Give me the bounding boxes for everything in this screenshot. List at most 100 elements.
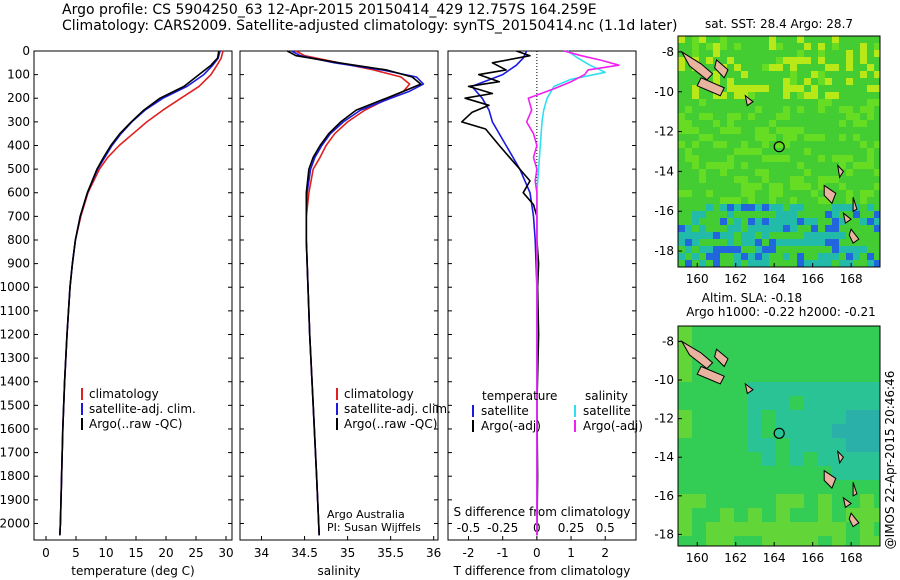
sst-map-cell (692, 92, 699, 99)
sla-map-field (678, 326, 880, 546)
sst-map-cell (846, 64, 853, 71)
sst-map-cell (804, 239, 811, 246)
sla-map-xtick-label: 168 (840, 551, 863, 565)
sst-map-cell (769, 155, 776, 162)
difference-xtick-label: 2 (601, 546, 609, 560)
sst-map-cell (818, 78, 825, 85)
sst-map-cell (846, 50, 853, 57)
sst-map-cell (825, 64, 832, 71)
sla-map-cell (804, 382, 818, 396)
sst-map-cell (776, 141, 783, 148)
sst-map-island (823, 184, 837, 205)
sla-map-cell (874, 466, 880, 480)
sst-map-cell (734, 204, 741, 211)
difference-legend-label: satellite (481, 404, 529, 418)
sst-map-cell (839, 155, 846, 162)
sla-map-cell (706, 522, 720, 536)
sst-map-cell (706, 246, 713, 253)
sst-map-cell (734, 127, 741, 134)
sst-map-cell (706, 43, 713, 50)
sst-map-cell (685, 260, 692, 267)
sst-map-cell (804, 43, 811, 50)
sst-map-cell (706, 204, 713, 211)
sst-map-cell (860, 218, 867, 225)
legend-title-temperature: temperature (482, 389, 557, 403)
salinity-xlabel: salinity (317, 564, 360, 578)
sst-map-cell (692, 155, 699, 162)
sst-map-cell (699, 211, 706, 218)
sst-map-cell (860, 106, 867, 113)
salinity-panel: 34 34.5 35 35.5 36 salinity (239, 50, 441, 578)
sla-map-cell (678, 522, 692, 536)
sst-map-cell (699, 113, 706, 120)
sla-map-cell (832, 536, 846, 546)
sst-map-cell (734, 148, 741, 155)
sla-map-cell (734, 522, 748, 536)
sst-map-cell (762, 134, 769, 141)
temperature-xtick-label: 20 (158, 546, 173, 560)
sla-map-cell (762, 522, 776, 536)
sla-map-cell (720, 508, 734, 522)
sst-map-cell (755, 260, 762, 267)
sst-map-cell (846, 204, 853, 211)
sst-map-cell (713, 50, 720, 57)
top-xlabel: S difference from climatology (454, 505, 631, 519)
sst-map-cell (769, 134, 776, 141)
sla-map-cell (832, 438, 846, 452)
difference-series-1 (471, 50, 538, 536)
sst-map-cell (874, 71, 880, 78)
sst-map-cell (832, 218, 839, 225)
sst-map-island (842, 211, 852, 225)
sst-map-cell (839, 260, 846, 267)
sla-map-cell (874, 536, 880, 546)
sst-map-cell (762, 246, 769, 253)
sst-map-cell (818, 99, 825, 106)
difference-legend-label: satellite (583, 404, 631, 418)
sst-map-cell (790, 239, 797, 246)
sla-map-cell (748, 522, 762, 536)
sla-map-panel: 160 162 164 166 168 -8 -10 -12 -14 -16 -18 (654, 325, 881, 565)
sst-map-cell (839, 120, 846, 127)
sst-map-cell (713, 260, 720, 267)
sst-map-cell (825, 239, 832, 246)
sst-map-cell (762, 64, 769, 71)
sst-map-cell (839, 106, 846, 113)
sst-map-cell (713, 78, 720, 85)
sst-map-cell (853, 120, 860, 127)
sst-map-ytick-label: -16 (654, 204, 674, 218)
sst-map-cell (867, 106, 874, 113)
sst-map-cell (874, 141, 880, 148)
sst-map-cell (797, 50, 804, 57)
sst-map-cell (769, 218, 776, 225)
sst-map-cell (874, 43, 880, 50)
sla-map-cell (832, 522, 846, 536)
sla-map-cell (818, 452, 832, 466)
sst-map-cell (769, 120, 776, 127)
sst-map-cell (783, 141, 790, 148)
temperature-ytick-label: 1600 (0, 422, 30, 436)
sla-map-cell (776, 508, 790, 522)
sst-map-cell (748, 253, 755, 260)
sst-map-cell (769, 183, 776, 190)
sst-map-cell (748, 85, 755, 92)
sst-map-cell (846, 197, 853, 204)
sla-map-cell (818, 494, 832, 508)
sst-map-cell (811, 190, 818, 197)
difference-xtick-label: 1 (567, 546, 575, 560)
sst-map-cell (797, 253, 804, 260)
temperature-ytick-label: 1000 (0, 280, 30, 294)
sst-map-cell (741, 204, 748, 211)
temperature-series-1 (59, 50, 224, 536)
sst-map-cell (748, 225, 755, 232)
sst-map-cell (790, 211, 797, 218)
sst-map-cell (741, 253, 748, 260)
sla-map-cell (748, 508, 762, 522)
sla-map-cell (748, 396, 762, 410)
sla-map-cell (776, 536, 790, 546)
sst-map-cell (734, 197, 741, 204)
sst-map-cell (762, 225, 769, 232)
temperature-ytick-label: 1700 (0, 446, 30, 460)
sst-map-cell (790, 225, 797, 232)
sla-map-frame (677, 325, 881, 547)
sla-map-cell (874, 438, 880, 452)
